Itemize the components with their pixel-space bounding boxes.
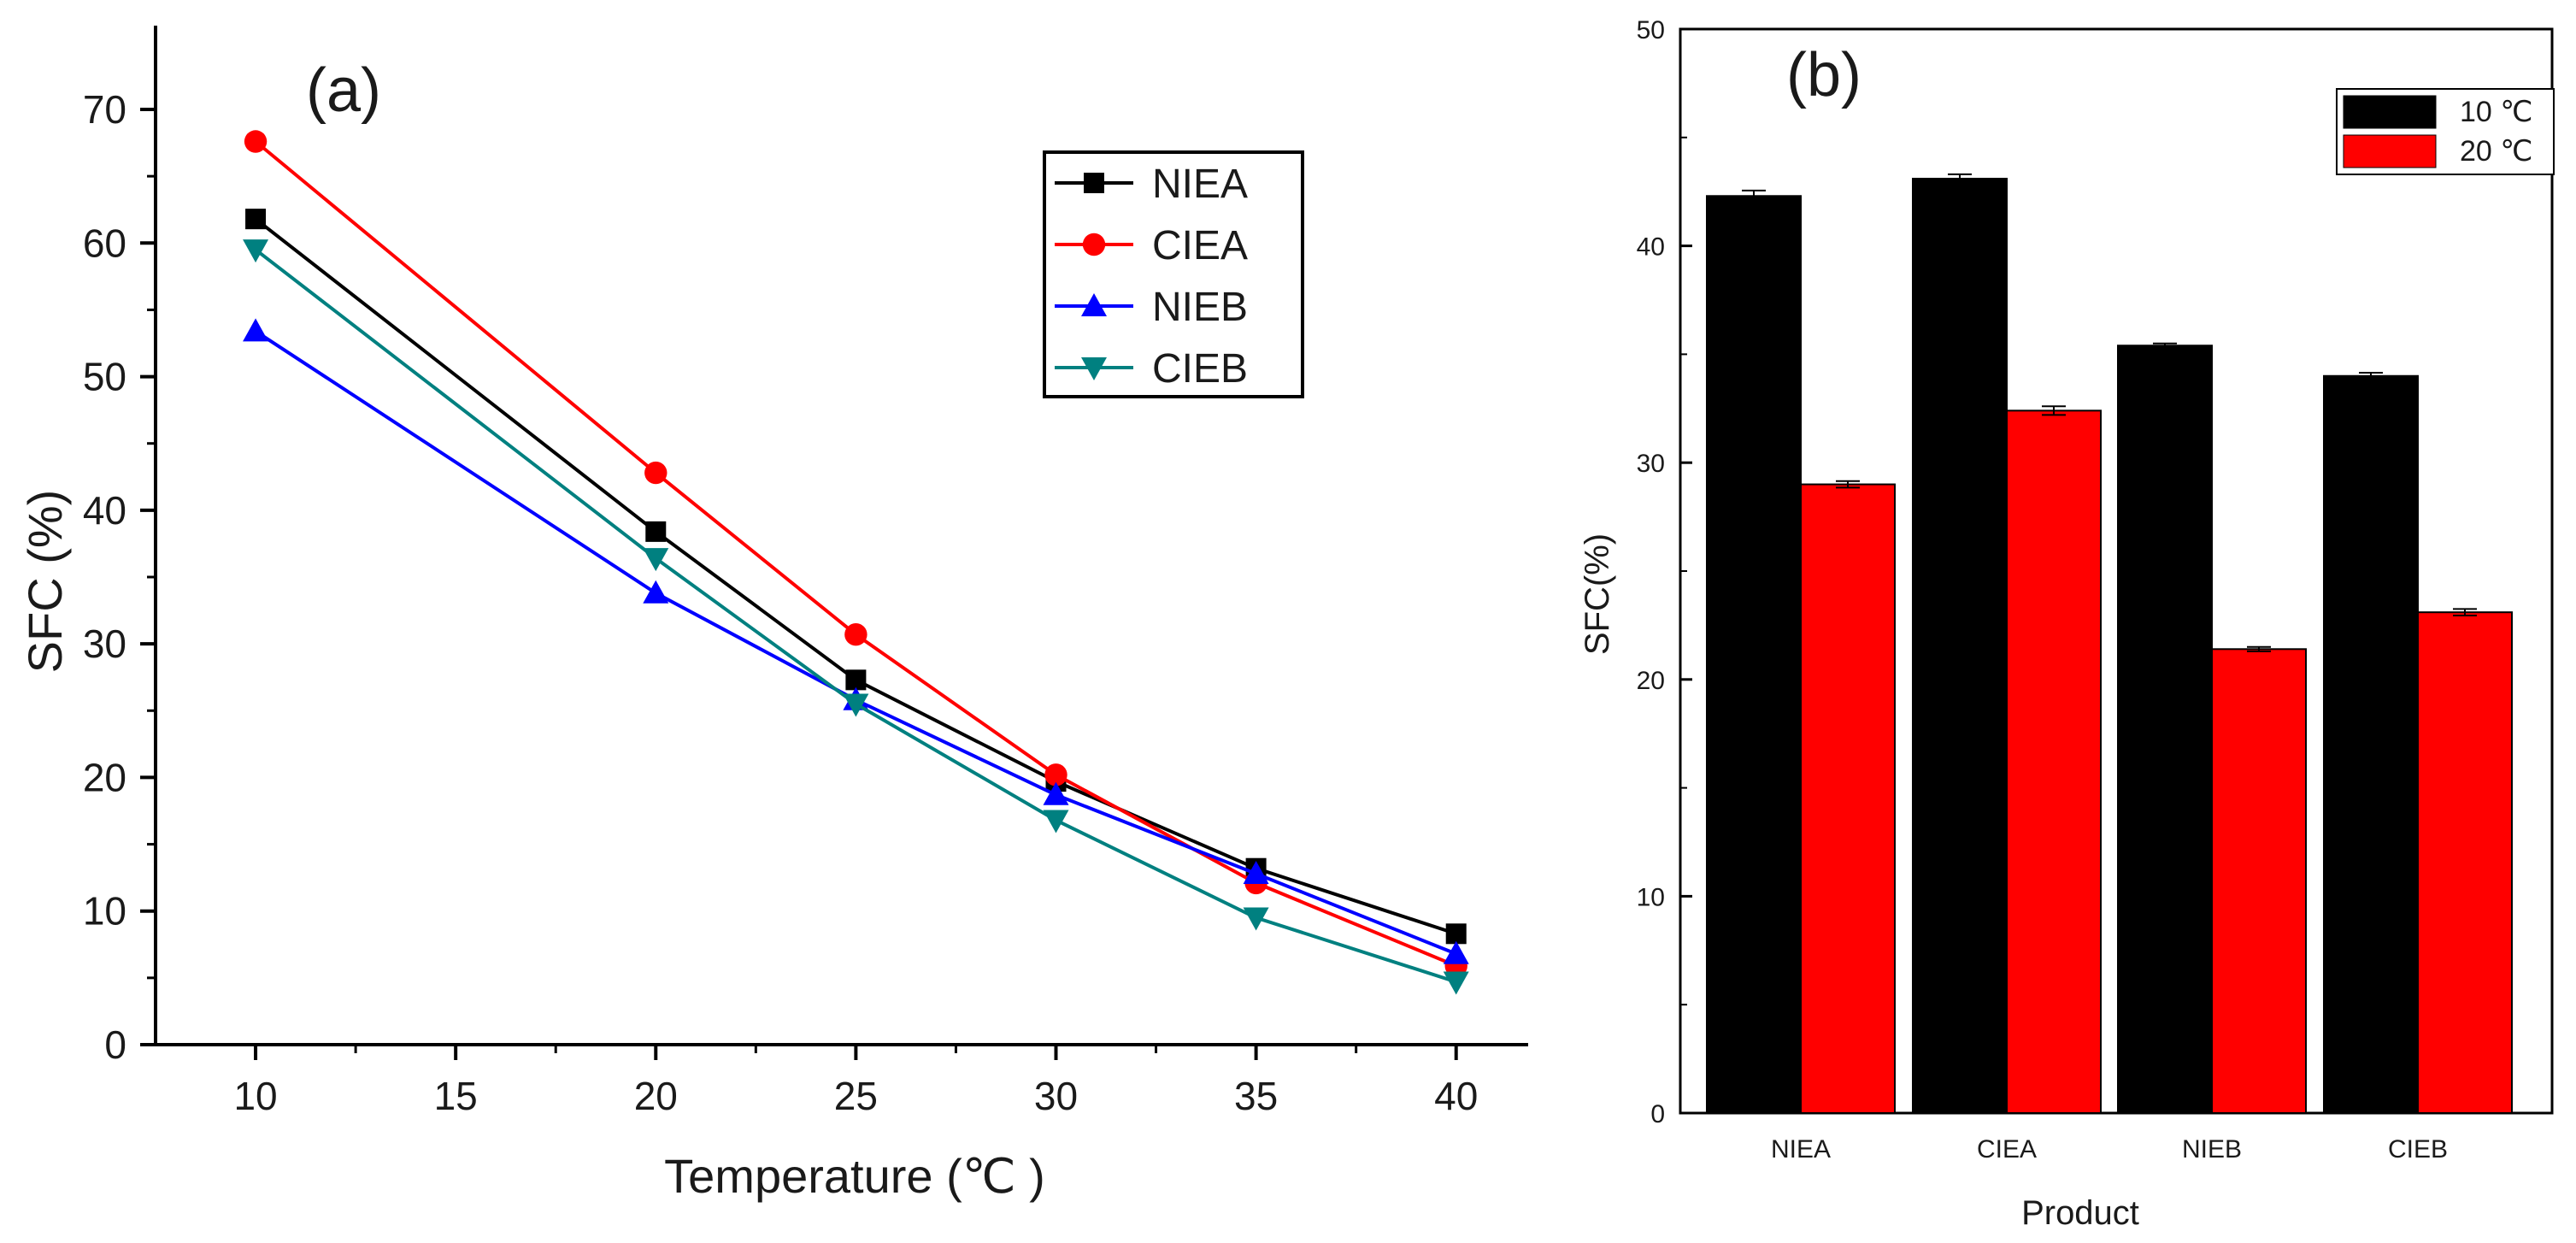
panel-b-y-tick-label: 40 xyxy=(1637,233,1665,262)
bar-cieb-10c xyxy=(2323,374,2419,1114)
legend-label: 10 ℃ xyxy=(2460,96,2532,128)
error-bar-niea-20c xyxy=(1836,480,1860,489)
bar-niea-20c xyxy=(1800,483,1896,1114)
legend-swatch xyxy=(2343,134,2437,168)
data-point-cieb xyxy=(1443,971,1469,995)
bar-chart-panel-b: (b) SFC(%) Product 0 10 20 30 40 50 NIEA CIEA NI… xyxy=(1579,16,2555,1232)
data-point-niea xyxy=(245,209,267,230)
panel-a-y-tick-label: 30 xyxy=(83,622,126,666)
error-bar-cieb-20c xyxy=(2453,608,2477,616)
panel-a-y-tick-label: 40 xyxy=(83,488,126,533)
panel-a-x-tick-label: 40 xyxy=(1434,1074,1478,1118)
panel-a-x-tick-label: 15 xyxy=(434,1074,478,1118)
series-line-cieb xyxy=(254,248,1457,984)
panel-a-xlabel: Temperature (℃ ) xyxy=(664,1149,1045,1203)
data-point-nieb xyxy=(1043,781,1069,805)
data-point-cieb xyxy=(1243,907,1269,931)
series-line-nieb xyxy=(254,329,1457,956)
legend-label: CIEA xyxy=(1152,223,1248,268)
panel-a-y-tick-label: 10 xyxy=(83,889,126,934)
data-point-ciea xyxy=(844,623,867,646)
error-bar-nieb-10c xyxy=(2153,342,2177,349)
data-point-niea xyxy=(645,521,667,542)
data-point-nieb xyxy=(243,318,269,342)
panel-a-ylabel: SFC (%) xyxy=(18,490,72,674)
legend-marker xyxy=(1082,233,1106,256)
panel-a-label: (a) xyxy=(306,56,381,125)
data-point-niea xyxy=(845,669,867,691)
error-bar-nieb-20c xyxy=(2247,645,2271,652)
bar-nieb-10c xyxy=(2117,345,2213,1115)
bar-ciea-20c xyxy=(2006,409,2102,1114)
legend-label: NIEA xyxy=(1152,162,1248,207)
panel-b-label: (b) xyxy=(1786,41,1861,109)
data-point-ciea xyxy=(244,130,268,153)
panel-a-y-tick-label: 0 xyxy=(104,1022,126,1067)
data-point-cieb xyxy=(643,548,669,572)
bar-ciea-10c xyxy=(1912,177,2008,1114)
bar-nieb-20c xyxy=(2211,648,2307,1114)
panel-b-y-tick-label: 0 xyxy=(1650,1100,1665,1128)
line-chart-panel-a: (a) SFC (%) Temperature (℃ ) 0 10 20 30 40 50… xyxy=(18,26,1528,1203)
panel-a-x-tick-label: 30 xyxy=(1034,1074,1078,1118)
panel-b-x-tick-label: CIEA xyxy=(1977,1135,2037,1163)
error-bar-cieb-10c xyxy=(2359,371,2383,380)
panel-a-x-tick-label: 25 xyxy=(834,1074,878,1118)
data-point-niea xyxy=(1445,923,1467,945)
panel-a-y-tick-label: 20 xyxy=(83,755,126,799)
legend-label: 20 ℃ xyxy=(2460,135,2532,168)
panel-a-y-tick-label: 70 xyxy=(83,87,126,132)
panel-b-x-tick-label: NIEA xyxy=(1771,1135,1831,1163)
panel-a-y-tick-label: 50 xyxy=(83,355,126,399)
data-point-nieb xyxy=(1243,860,1269,884)
panel-b-x-tick-label: CIEB xyxy=(2388,1135,2448,1163)
series-line-ciea xyxy=(254,139,1457,968)
bar-niea-10c xyxy=(1706,195,1802,1115)
panel-a-x-tick-label: 10 xyxy=(233,1074,277,1118)
data-point-cieb xyxy=(843,693,869,717)
panel-a-x-tick-label: 20 xyxy=(634,1074,678,1118)
panel-a-y-tick-label: 60 xyxy=(83,221,126,265)
panel-b-y-tick-label: 50 xyxy=(1637,16,1665,44)
legend-marker xyxy=(1081,293,1107,316)
data-point-ciea xyxy=(644,461,668,485)
data-point-nieb xyxy=(643,580,669,604)
legend-label: CIEB xyxy=(1152,346,1248,392)
error-bar-niea-10c xyxy=(1742,189,1766,203)
panel-b-y-tick-label: 10 xyxy=(1637,883,1665,911)
data-point-cieb xyxy=(243,239,269,263)
panel-b-x-tick-label: NIEB xyxy=(2182,1135,2242,1163)
data-point-ciea xyxy=(1044,763,1067,786)
panel-b-ylabel: SFC(%) xyxy=(1579,533,1616,655)
error-bar-ciea-20c xyxy=(2042,405,2066,416)
legend-marker xyxy=(1084,173,1104,193)
bar-cieb-20c xyxy=(2417,611,2513,1114)
error-bar-ciea-10c xyxy=(1948,173,1972,185)
legend-label: NIEB xyxy=(1152,285,1248,330)
panel-b-y-tick-label: 20 xyxy=(1637,667,1665,695)
series-line-niea xyxy=(254,217,1457,936)
panel-b-y-tick-label: 30 xyxy=(1637,450,1665,478)
legend-marker xyxy=(1081,357,1107,380)
data-point-nieb xyxy=(1443,940,1469,964)
panel-b-xlabel: Product xyxy=(2021,1194,2139,1232)
legend-swatch xyxy=(2343,95,2437,129)
panel-a-x-tick-label: 35 xyxy=(1234,1074,1278,1118)
data-point-cieb xyxy=(1043,810,1069,834)
